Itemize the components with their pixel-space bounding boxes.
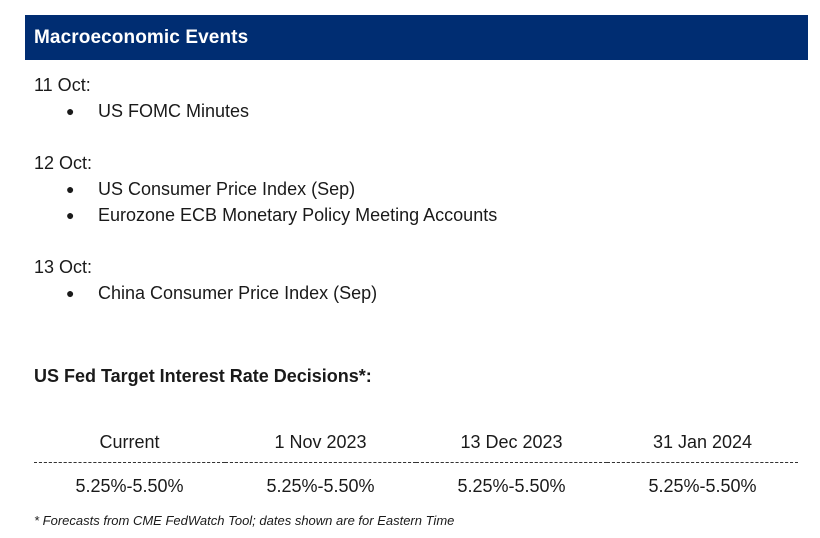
event-item: ● US FOMC Minutes	[34, 98, 794, 124]
event-item-label: Eurozone ECB Monetary Policy Meeting Acc…	[98, 205, 498, 225]
bullet-icon: ●	[66, 103, 75, 119]
column-header-date: 13 Dec 2023	[416, 428, 607, 463]
rate-cell: 5.25%-5.50%	[457, 475, 566, 496]
event-item-label: China Consumer Price Index (Sep)	[98, 283, 378, 303]
bullet-icon: ●	[66, 181, 75, 197]
event-group: 11 Oct: ● US FOMC Minutes	[34, 72, 794, 124]
event-item: ● China Consumer Price Index (Sep)	[34, 280, 794, 306]
event-item: ● Eurozone ECB Monetary Policy Meeting A…	[34, 202, 794, 228]
rate-cell: 5.25%-5.50%	[648, 475, 757, 496]
event-date: 11 Oct:	[34, 75, 91, 95]
rate-cell: 5.25%-5.50%	[266, 475, 375, 496]
section-header: Macroeconomic Events	[25, 15, 808, 60]
rates-title: US Fed Target Interest Rate Decisions*:	[34, 366, 372, 386]
bullet-icon: ●	[66, 285, 75, 301]
event-date: 12 Oct:	[34, 153, 93, 173]
table-header-row: Current 1 Nov 2023 13 Dec 2023 31 Jan 20…	[34, 428, 798, 463]
event-item-label: US Consumer Price Index (Sep)	[98, 179, 356, 199]
section-title: Macroeconomic Events	[34, 26, 249, 48]
column-header-current: Current	[34, 428, 225, 463]
column-header-date: 1 Nov 2023	[225, 428, 416, 463]
rates-table: Current 1 Nov 2023 13 Dec 2023 31 Jan 20…	[34, 428, 798, 505]
event-item: ● US Consumer Price Index (Sep)	[34, 176, 794, 202]
event-group: 13 Oct: ● China Consumer Price Index (Se…	[34, 254, 794, 306]
event-group: 12 Oct: ● US Consumer Price Index (Sep) …	[34, 150, 794, 228]
bullet-icon: ●	[66, 207, 75, 223]
column-header-date: 31 Jan 2024	[607, 428, 798, 463]
rate-cell: 5.25%-5.50%	[75, 475, 184, 496]
event-item-label: US FOMC Minutes	[98, 101, 250, 121]
events-list: 11 Oct: ● US FOMC Minutes 12 Oct: ● US C…	[34, 72, 794, 332]
table-row: 5.25%-5.50% 5.25%-5.50% 5.25%-5.50% 5.25…	[34, 463, 798, 506]
footnote: * Forecasts from CME FedWatch Tool; date…	[34, 513, 455, 528]
event-date: 13 Oct:	[34, 257, 93, 277]
